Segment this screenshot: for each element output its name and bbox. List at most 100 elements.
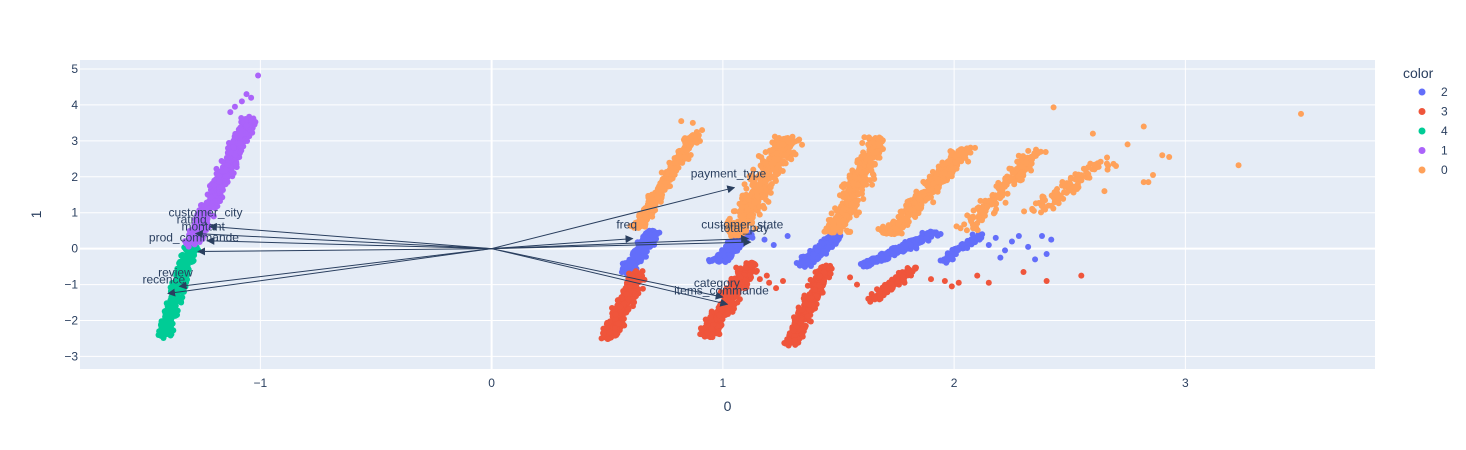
series-0-point — [1101, 188, 1108, 195]
series-3-point — [726, 292, 733, 299]
legend-item-0[interactable]: 0 — [1418, 163, 1449, 177]
series-1-point — [202, 211, 209, 218]
series-0-point — [772, 176, 779, 183]
legend-item-4[interactable]: 4 — [1418, 124, 1449, 138]
series-0-point — [898, 208, 905, 215]
series-2-points — [618, 227, 1055, 277]
series-1-point — [194, 237, 201, 244]
series-0-point — [840, 205, 847, 212]
loading-arrow-customer_state — [491, 234, 750, 250]
series-3-point — [702, 316, 709, 323]
series-3-point — [786, 337, 793, 344]
loading-label-total_pay: total_pay — [720, 221, 769, 235]
series-0-point — [925, 186, 932, 193]
series-1-point — [233, 161, 240, 168]
series-4-point — [184, 249, 191, 256]
series-3-point — [889, 284, 896, 291]
series-0-point — [1074, 185, 1081, 192]
series-0-point — [915, 195, 922, 202]
series-0-point — [1007, 174, 1014, 181]
series-3-point — [820, 269, 827, 276]
series-2-point — [734, 240, 741, 247]
legend-label: 0 — [1441, 163, 1448, 177]
series-0-point — [766, 155, 773, 162]
series-0-point — [904, 221, 911, 228]
series-0-point — [830, 220, 837, 227]
series-0-point — [885, 222, 892, 229]
series-0-point — [1145, 179, 1152, 186]
series-0-point — [756, 181, 763, 188]
series-0-point — [675, 164, 682, 171]
y-tick-label: 0 — [71, 242, 78, 256]
series-0-point — [786, 148, 793, 155]
series-3-point — [732, 284, 739, 291]
series-2-point — [1015, 233, 1022, 240]
series-0-point — [904, 214, 911, 221]
series-0-point — [756, 203, 763, 210]
loading-label-recence: recence — [143, 273, 186, 287]
series-0-point — [773, 150, 780, 157]
series-3-point — [955, 279, 962, 286]
series-2-point — [992, 234, 999, 241]
series-0-point — [1032, 200, 1039, 207]
x-tick-label: −1 — [254, 376, 268, 390]
series-0-point — [738, 204, 745, 211]
series-0-point — [853, 212, 860, 219]
series-4-point — [164, 328, 171, 335]
series-0-point — [790, 149, 797, 156]
legend-item-1[interactable]: 1 — [1418, 144, 1449, 158]
series-0-point — [1086, 174, 1093, 181]
legend-item-3[interactable]: 3 — [1418, 105, 1449, 119]
series-0-point — [686, 143, 693, 150]
series-0-point — [692, 137, 699, 144]
series-3-point — [899, 273, 906, 280]
series-3-point — [854, 281, 860, 288]
series-0-point — [1023, 158, 1030, 165]
series-0-point — [867, 159, 874, 166]
series-0-point — [855, 190, 862, 197]
series-0-point — [942, 160, 949, 167]
series-1-point — [230, 144, 237, 151]
series-1-point — [255, 72, 262, 79]
series-0-point — [649, 196, 656, 203]
series-0-point — [875, 154, 882, 161]
series-0-point — [869, 181, 876, 188]
series-2-point — [805, 258, 812, 265]
series-2-point — [865, 262, 872, 269]
series-3-point — [724, 310, 731, 317]
series-2-point — [627, 263, 634, 270]
series-2-point — [1039, 233, 1045, 240]
series-0-point — [977, 197, 984, 204]
series-0-point — [1042, 206, 1049, 213]
series-2-point — [825, 244, 832, 251]
series-0-point — [866, 134, 873, 141]
series-0-point — [859, 187, 866, 194]
series-0-point — [892, 225, 899, 232]
loading-arrow-category — [491, 248, 724, 300]
series-0-point — [886, 230, 893, 237]
series-0-point — [918, 201, 925, 208]
series-0-point — [846, 172, 853, 179]
series-0-point — [930, 199, 937, 206]
series-2-point — [716, 256, 723, 263]
series-1-point — [237, 132, 244, 139]
loading-arrows: customer_cityratingmontantprod_commander… — [143, 167, 784, 307]
series-0-point — [799, 141, 806, 148]
series-0-point — [751, 199, 758, 206]
series-0-point — [689, 119, 696, 126]
series-0-point — [970, 207, 977, 214]
legend-item-2[interactable]: 2 — [1418, 85, 1449, 99]
series-0-point — [757, 187, 764, 194]
series-0-point — [1014, 158, 1021, 165]
series-0-point — [1059, 179, 1066, 186]
series-2-point — [641, 240, 648, 247]
series-3-point — [615, 320, 622, 327]
series-3-point — [604, 336, 611, 343]
legend-marker — [1418, 147, 1426, 154]
series-0-point — [1048, 192, 1055, 199]
series-0-point — [1061, 189, 1068, 196]
loading-arrow-payment_type — [491, 185, 736, 250]
series-3-point — [606, 329, 613, 336]
series-0-point — [1166, 154, 1173, 161]
